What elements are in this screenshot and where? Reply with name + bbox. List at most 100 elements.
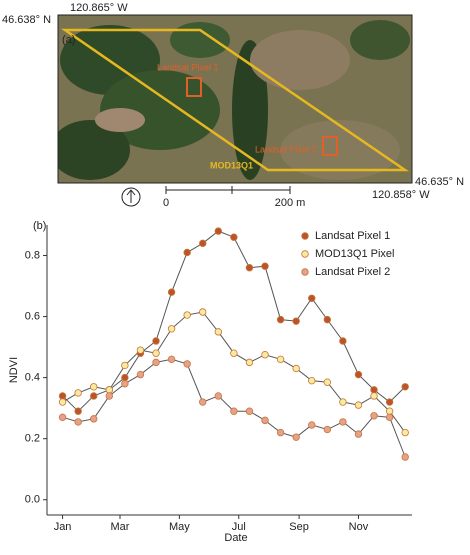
data-point bbox=[152, 337, 160, 345]
data-point bbox=[308, 421, 316, 429]
satellite-image bbox=[58, 15, 412, 183]
x-axis-label: Date bbox=[224, 532, 247, 544]
panel-label: (b) bbox=[33, 220, 46, 232]
data-point bbox=[339, 337, 347, 345]
legend-marker bbox=[301, 232, 309, 240]
legend-label: MOD13Q1 Pixel bbox=[315, 248, 394, 260]
data-point bbox=[308, 376, 316, 385]
data-point bbox=[167, 288, 176, 296]
data-point bbox=[261, 416, 269, 425]
landsat-pixel-box bbox=[322, 136, 338, 156]
scale-label: 200 m bbox=[275, 197, 306, 209]
data-point bbox=[323, 315, 332, 324]
data-point bbox=[183, 360, 191, 368]
map-label: Landsat Pixel 2 bbox=[255, 144, 317, 154]
data-point bbox=[339, 418, 347, 426]
north-arrow bbox=[126, 189, 136, 203]
data-point bbox=[183, 311, 191, 319]
landsat-pixel-box bbox=[186, 77, 202, 97]
coordinate: 46.635° N bbox=[415, 176, 464, 188]
data-point bbox=[385, 413, 394, 422]
data-point bbox=[121, 373, 129, 382]
data-point bbox=[90, 383, 98, 391]
data-point bbox=[370, 412, 378, 420]
y-tick-label: 0.8 bbox=[25, 249, 40, 261]
data-point bbox=[276, 315, 285, 324]
data-point bbox=[199, 239, 207, 248]
coordinate: 120.858° W bbox=[372, 189, 430, 201]
data-point bbox=[90, 392, 98, 400]
data-point bbox=[401, 453, 409, 461]
x-tick-label: May bbox=[169, 521, 190, 533]
legend-label: Landsat Pixel 1 bbox=[315, 230, 390, 242]
legend-marker bbox=[301, 268, 309, 276]
data-point bbox=[323, 378, 332, 386]
data-point bbox=[58, 392, 67, 400]
modis-pixel-outline bbox=[60, 28, 410, 172]
legend-marker bbox=[301, 250, 309, 258]
data-point bbox=[167, 355, 176, 364]
data-point bbox=[276, 428, 285, 437]
data-point bbox=[292, 433, 300, 441]
data-point bbox=[214, 328, 223, 336]
data-point bbox=[245, 407, 254, 415]
data-point bbox=[339, 398, 347, 406]
x-tick-label: Sep bbox=[289, 521, 309, 533]
data-point bbox=[105, 386, 113, 394]
y-tick-label: 0.0 bbox=[25, 494, 40, 506]
data-point bbox=[230, 349, 238, 357]
data-point bbox=[58, 413, 67, 422]
panel-label: (a) bbox=[62, 34, 75, 46]
data-point bbox=[276, 355, 285, 364]
data-point bbox=[354, 401, 363, 409]
data-point bbox=[152, 349, 160, 357]
data-point bbox=[292, 317, 300, 325]
north-arrow bbox=[121, 187, 141, 207]
data-point bbox=[199, 308, 207, 316]
coordinate: 46.638° N bbox=[2, 14, 51, 26]
scale-label: 0 bbox=[163, 197, 169, 209]
data-point bbox=[401, 428, 409, 437]
data-point bbox=[214, 392, 223, 400]
data-point bbox=[152, 358, 160, 367]
scale-bar bbox=[165, 186, 291, 194]
data-point bbox=[292, 364, 300, 373]
coordinate: 120.865° W bbox=[70, 2, 128, 14]
x-tick-label: Jan bbox=[54, 521, 72, 533]
data-point bbox=[136, 346, 145, 354]
data-point bbox=[167, 325, 176, 333]
data-point bbox=[354, 430, 363, 438]
data-point bbox=[183, 248, 191, 257]
data-point bbox=[199, 398, 207, 406]
data-point bbox=[74, 407, 82, 415]
legend-label: Landsat Pixel 2 bbox=[315, 266, 390, 278]
y-tick-label: 0.4 bbox=[25, 372, 40, 384]
y-axis-label: NDVI bbox=[8, 357, 20, 383]
data-point bbox=[370, 386, 378, 394]
data-point bbox=[230, 233, 238, 241]
data-point bbox=[261, 262, 269, 270]
x-tick-label: Jul bbox=[232, 521, 246, 533]
data-point bbox=[136, 370, 145, 379]
data-point bbox=[245, 264, 254, 272]
data-point bbox=[74, 389, 82, 397]
data-point bbox=[105, 392, 113, 400]
data-point bbox=[121, 380, 129, 388]
map-label: Landsat Pixel 1 bbox=[157, 62, 219, 72]
data-point bbox=[308, 294, 316, 302]
data-point bbox=[74, 418, 82, 426]
data-point bbox=[354, 370, 363, 379]
data-point bbox=[370, 392, 378, 400]
data-point bbox=[245, 358, 254, 367]
data-point bbox=[323, 425, 332, 434]
data-point bbox=[261, 351, 269, 359]
x-tick-label: Mar bbox=[111, 521, 130, 533]
y-tick-label: 0.6 bbox=[25, 310, 40, 322]
map-frame bbox=[57, 14, 413, 184]
data-point bbox=[385, 407, 394, 415]
data-point bbox=[214, 227, 223, 235]
data-point bbox=[230, 407, 238, 415]
data-point bbox=[90, 415, 98, 423]
